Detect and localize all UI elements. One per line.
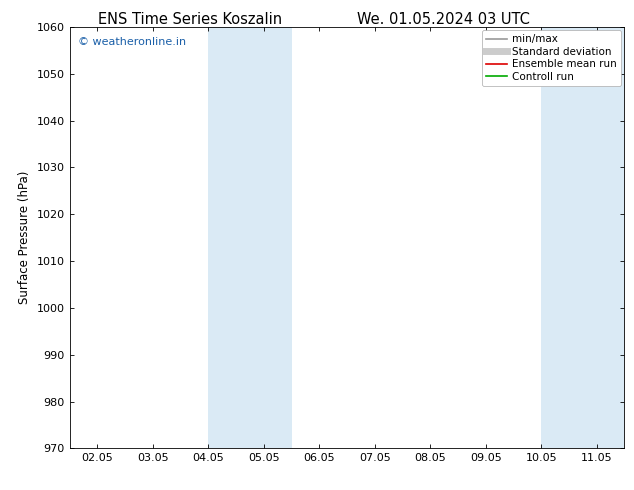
Legend: min/max, Standard deviation, Ensemble mean run, Controll run: min/max, Standard deviation, Ensemble me… [482, 30, 621, 86]
Text: © weatheronline.in: © weatheronline.in [78, 38, 186, 48]
Y-axis label: Surface Pressure (hPa): Surface Pressure (hPa) [18, 171, 31, 304]
Bar [541, 27, 624, 448]
Text: We. 01.05.2024 03 UTC: We. 01.05.2024 03 UTC [358, 12, 530, 27]
Text: ENS Time Series Koszalin: ENS Time Series Koszalin [98, 12, 282, 27]
Bar [209, 27, 292, 448]
